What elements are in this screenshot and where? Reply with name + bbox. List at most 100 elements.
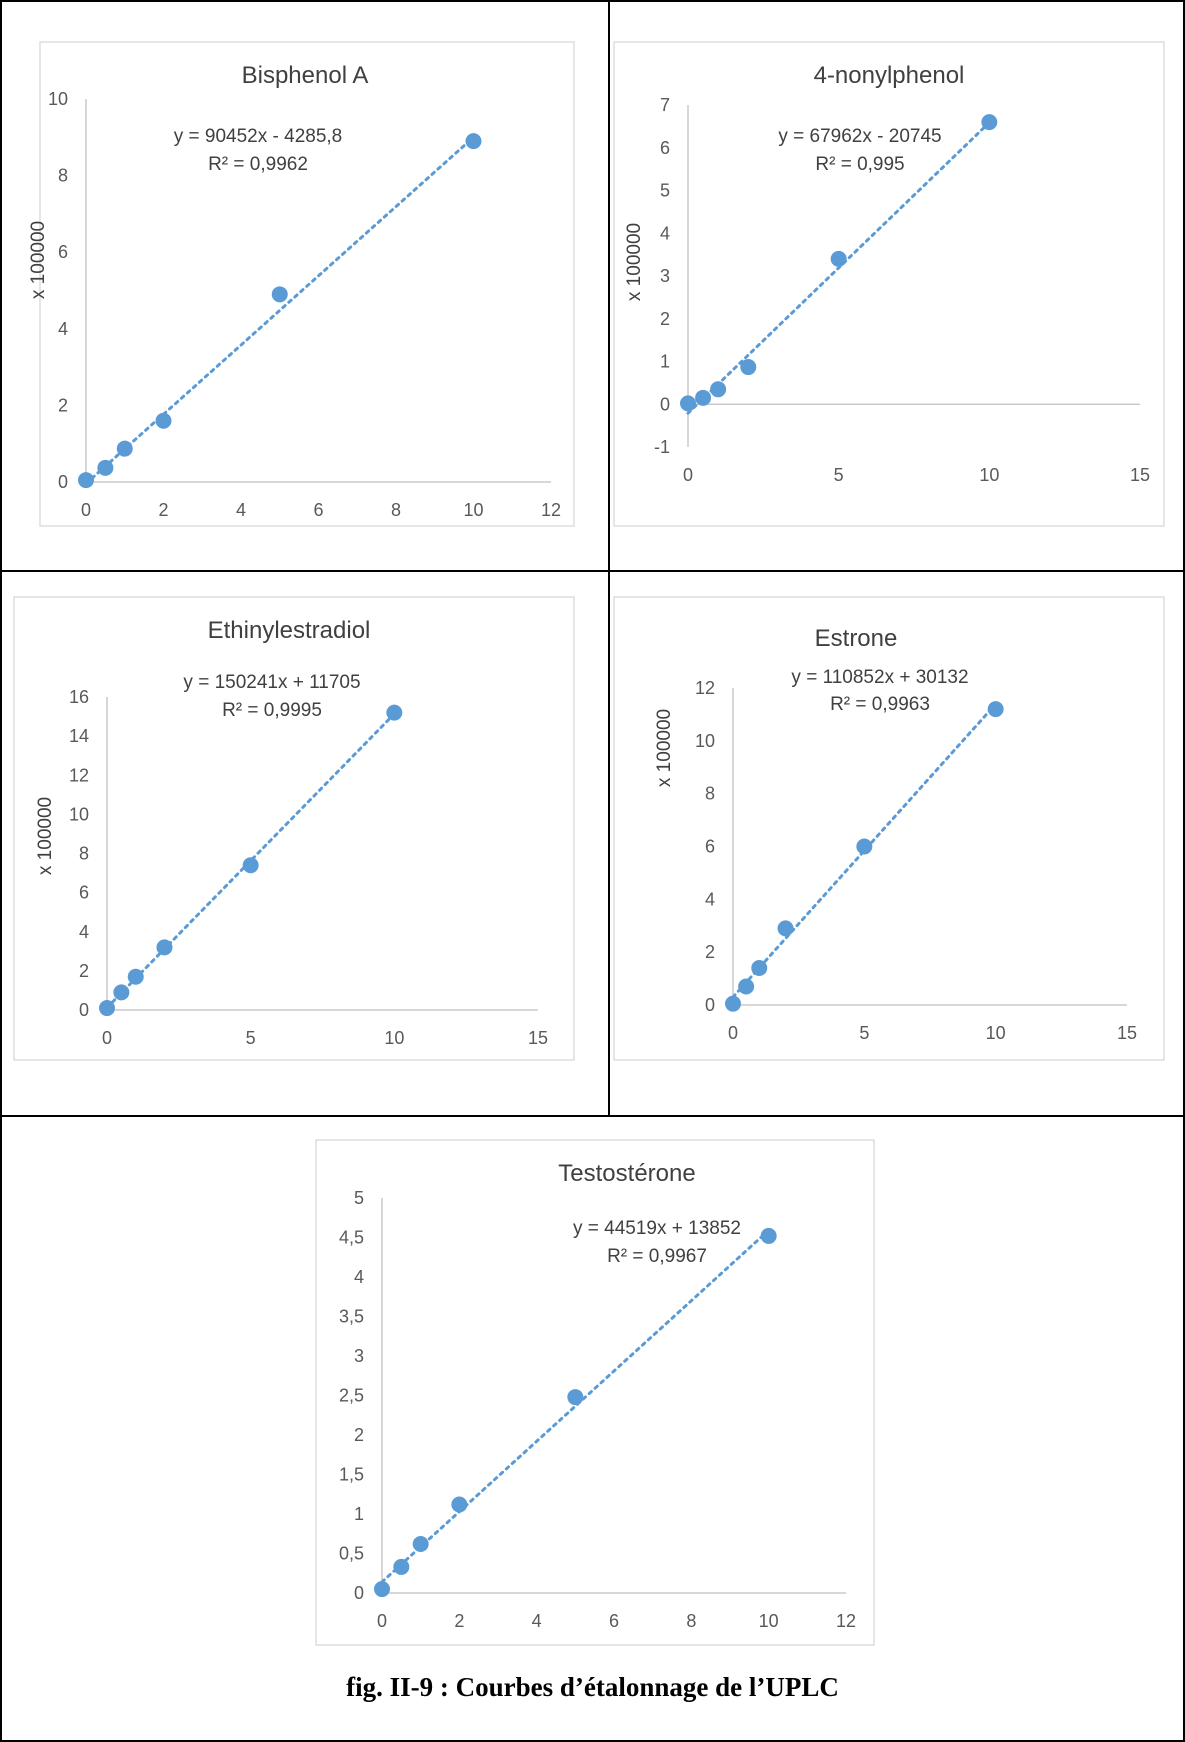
y-axis-label: x 100000: [35, 797, 56, 875]
x-tick-label: 5: [246, 1028, 256, 1048]
x-tick-label: 10: [986, 1023, 1006, 1043]
x-tick-label: 8: [391, 500, 401, 520]
y-tick-label: 16: [69, 687, 89, 707]
trendline-equation: y = 90452x - 4285,8: [174, 126, 343, 147]
data-point: [156, 939, 172, 955]
x-tick-label: 8: [686, 1611, 696, 1631]
x-tick-label: 10: [463, 500, 483, 520]
y-tick-label: 3,5: [339, 1307, 364, 1327]
x-tick-label: 5: [859, 1023, 869, 1043]
y-tick-label: -1: [654, 437, 670, 457]
y-tick-label: 2: [354, 1425, 364, 1445]
data-point: [738, 979, 754, 995]
trendline-r-squared: R² = 0,9963: [830, 694, 930, 715]
trendline-r-squared: R² = 0,995: [815, 154, 904, 175]
y-tick-label: 4: [354, 1267, 364, 1287]
y-tick-label: 8: [58, 166, 68, 186]
trendline-equation: y = 110852x + 30132: [791, 667, 968, 688]
y-tick-label: 10: [69, 804, 89, 824]
y-tick-label: 3: [660, 266, 670, 286]
chart-title: 4-nonylphenol: [814, 62, 965, 89]
y-tick-label: 2,5: [339, 1386, 364, 1406]
x-tick-label: 15: [1130, 465, 1150, 485]
chart-e1: 0 5 10 15 0 2 4 6 8 10 12 Estrone y = 110852x + 3013…: [614, 597, 1164, 1060]
data-point: [981, 114, 997, 130]
y-axis-label: x 100000: [654, 709, 675, 787]
chart-t: 0 2 4 6 8 10 12 0 0,5 1 1,5 2 2,5 3 3,5 4 4,5 5 Testostéro…: [316, 1140, 874, 1645]
y-tick-label: 4: [705, 889, 715, 909]
x-tick-label: 4: [236, 500, 246, 520]
trendline-r-squared: R² = 0,9962: [208, 154, 308, 175]
data-point: [567, 1389, 583, 1405]
x-tick-label: 0: [728, 1023, 738, 1043]
x-tick-label: 12: [541, 500, 561, 520]
y-tick-label: 12: [695, 678, 715, 698]
y-tick-label: 6: [660, 138, 670, 158]
data-point: [99, 1000, 115, 1016]
x-tick-label: 12: [836, 1611, 856, 1631]
y-tick-label: 0: [705, 995, 715, 1015]
y-tick-label: 7: [660, 95, 670, 115]
y-axis-label: x 100000: [624, 223, 645, 301]
trendline-equation: y = 67962x - 20745: [778, 126, 941, 147]
y-axis-label: x 100000: [28, 221, 49, 299]
y-tick-label: 2: [58, 395, 68, 415]
x-tick-label: 2: [158, 500, 168, 520]
data-point: [988, 701, 1004, 717]
trendline-r-squared: R² = 0,9995: [222, 700, 322, 721]
data-point: [117, 441, 133, 457]
data-point: [778, 920, 794, 936]
x-tick-label: 0: [377, 1611, 387, 1631]
chart-title: Ethinylestradiol: [208, 617, 371, 644]
y-tick-label: 1,5: [339, 1465, 364, 1485]
y-tick-label: 1: [660, 352, 670, 372]
trendline-equation: y = 44519x + 13852: [573, 1218, 741, 1239]
figure-caption: fig. II-9 : Courbes d’étalonnage de l’UP…: [0, 1672, 1185, 1703]
chart-np: 0 5 10 15-1012345674-nonylphenoly = 67962x …: [614, 42, 1164, 526]
data-point: [751, 960, 767, 976]
chart-frame: [614, 42, 1164, 526]
x-tick-label: 0: [81, 500, 91, 520]
y-tick-label: 14: [69, 726, 89, 746]
y-tick-label: 2: [79, 961, 89, 981]
y-tick-label: 2: [705, 942, 715, 962]
y-tick-label: 8: [79, 844, 89, 864]
trendline-r-squared: R² = 0,9967: [607, 1246, 707, 1267]
y-tick-label: 3: [354, 1346, 364, 1366]
y-tick-label: 12: [69, 765, 89, 785]
x-tick-label: 2: [454, 1611, 464, 1631]
data-point: [466, 133, 482, 149]
y-tick-label: 6: [79, 883, 89, 903]
x-tick-label: 6: [609, 1611, 619, 1631]
y-tick-label: 0,5: [339, 1544, 364, 1564]
chart-title: Bisphenol A: [242, 62, 369, 89]
y-tick-label: 6: [58, 242, 68, 262]
y-tick-label: 8: [705, 784, 715, 804]
y-tick-label: 5: [354, 1188, 364, 1208]
trendline-equation: y = 150241x + 11705: [183, 672, 360, 693]
x-tick-label: 5: [834, 465, 844, 485]
data-point: [725, 996, 741, 1012]
y-tick-label: 5: [660, 181, 670, 201]
chart-ee2: 0 5 10 15 0 2 4 6 8 10 12 14 16 Ethinylestradiol y = 1…: [14, 597, 574, 1060]
chart-title: Estrone: [815, 625, 898, 652]
data-point: [413, 1536, 429, 1552]
data-point: [374, 1581, 390, 1597]
y-tick-label: 0: [354, 1583, 364, 1603]
x-tick-label: 4: [532, 1611, 542, 1631]
x-tick-label: 15: [528, 1028, 548, 1048]
data-point: [761, 1228, 777, 1244]
data-point: [156, 413, 172, 429]
data-point: [386, 705, 402, 721]
x-tick-label: 10: [979, 465, 999, 485]
data-point: [451, 1497, 467, 1513]
data-point: [695, 390, 711, 406]
data-point: [393, 1559, 409, 1575]
y-tick-label: 4: [660, 223, 670, 243]
y-tick-label: 4,5: [339, 1228, 364, 1248]
y-tick-label: 0: [79, 1000, 89, 1020]
y-tick-label: 4: [79, 922, 89, 942]
data-point: [680, 395, 696, 411]
data-point: [128, 969, 144, 985]
y-tick-label: 10: [695, 731, 715, 751]
